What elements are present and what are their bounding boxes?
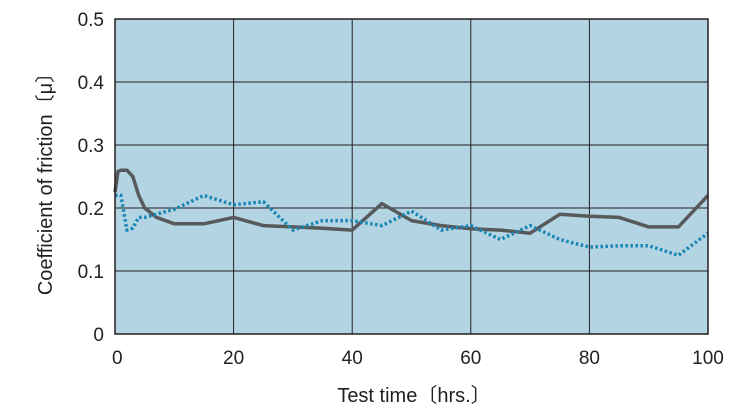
series-lines (113, 168, 710, 258)
y-tick-label: 0.3 (78, 136, 104, 157)
x-tick-label: 40 (342, 348, 363, 369)
plot-area (115, 19, 708, 334)
y-tick-labels: 0 0.1 0.2 0.3 0.4 0.5 (78, 10, 105, 346)
x-tick-label: 80 (579, 348, 600, 369)
x-axis-label: Test time〔hrs.〕 (337, 384, 490, 407)
y-tick-label: 0.4 (78, 73, 105, 94)
x-tick-label: 20 (223, 348, 244, 369)
series-line-solid (113, 168, 710, 235)
plot-frame (114, 18, 709, 335)
series-line-dotted (115, 193, 710, 258)
x-tick-label: 100 (692, 348, 724, 369)
y-axis-label: Coefficient of friction〔μ〕 (34, 63, 57, 295)
y-tick-label: 0 (93, 325, 104, 346)
x-tick-label: 60 (460, 348, 481, 369)
x-tick-labels: 0 20 40 60 80 100 (112, 348, 724, 369)
y-tick-label: 0.5 (78, 10, 104, 31)
x-tick-label: 0 (112, 348, 123, 369)
y-tick-label: 0.2 (78, 199, 104, 220)
y-tick-label: 0.1 (78, 262, 104, 283)
